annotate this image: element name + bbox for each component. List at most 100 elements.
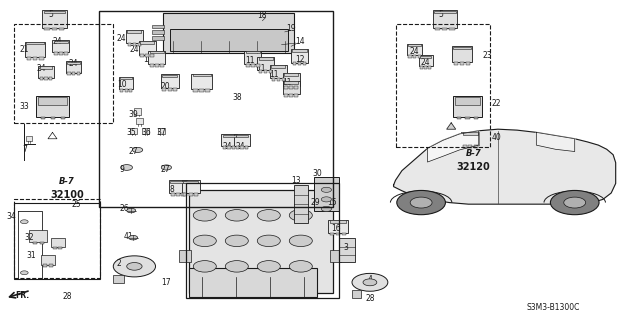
Bar [157, 128, 165, 134]
Bar [245, 146, 248, 149]
Text: 17: 17 [161, 278, 172, 287]
Bar [314, 177, 339, 211]
Bar [72, 72, 76, 75]
Text: 39: 39 [128, 110, 138, 119]
Bar [127, 43, 131, 46]
Bar [171, 193, 175, 196]
Bar [129, 128, 137, 134]
Text: 24: 24 [52, 37, 63, 46]
Text: 16: 16 [331, 224, 341, 233]
Bar [189, 190, 333, 293]
Bar [176, 193, 180, 196]
Circle shape [257, 235, 280, 247]
Bar [236, 135, 248, 137]
Bar [29, 230, 47, 242]
Bar [189, 193, 193, 196]
Bar [455, 97, 480, 105]
Text: 5: 5 [49, 10, 54, 19]
Bar [40, 66, 52, 69]
Bar [234, 134, 250, 146]
Bar [433, 11, 457, 28]
Bar [420, 56, 431, 58]
Bar [44, 77, 48, 80]
Text: 2: 2 [116, 259, 121, 268]
Bar [330, 220, 346, 223]
Text: 13: 13 [291, 176, 301, 185]
Text: 11: 11 [269, 70, 278, 79]
Bar [33, 57, 38, 60]
Text: 30: 30 [312, 169, 322, 178]
Bar [14, 199, 100, 278]
Bar [181, 193, 185, 196]
Bar [244, 51, 261, 64]
Bar [294, 86, 298, 89]
Text: 19: 19 [286, 24, 296, 33]
Bar [330, 233, 334, 235]
Bar [284, 94, 288, 97]
Bar [221, 134, 237, 146]
Bar [33, 242, 36, 244]
Bar [186, 183, 339, 298]
Bar [162, 75, 177, 77]
Text: 35: 35 [126, 128, 136, 137]
Bar [42, 11, 67, 28]
Bar [14, 24, 113, 123]
Bar [58, 247, 62, 249]
Circle shape [225, 261, 248, 272]
Bar [257, 57, 274, 70]
Bar [44, 264, 47, 267]
Bar [199, 89, 204, 92]
Bar [163, 88, 166, 91]
Bar [259, 57, 273, 60]
Bar [41, 255, 55, 265]
Text: 27: 27 [160, 165, 170, 174]
Text: 24: 24 [235, 142, 245, 151]
Text: 24: 24 [116, 34, 127, 43]
Bar [150, 54, 154, 57]
Bar [129, 89, 132, 92]
Bar [246, 64, 250, 67]
Bar [463, 145, 467, 148]
Bar [227, 146, 231, 149]
Bar [66, 61, 81, 73]
Text: 28: 28 [63, 292, 72, 301]
Bar [169, 180, 187, 193]
Bar [127, 30, 141, 33]
Bar [113, 275, 124, 283]
Bar [289, 86, 293, 89]
Bar [251, 64, 255, 67]
Bar [182, 180, 200, 193]
Text: 24: 24 [222, 142, 232, 151]
Bar [407, 44, 422, 55]
Bar [466, 62, 470, 65]
Text: 4: 4 [367, 275, 372, 284]
Circle shape [321, 206, 332, 211]
Bar [51, 117, 55, 119]
Bar [223, 135, 236, 137]
Polygon shape [447, 123, 456, 129]
Circle shape [397, 190, 445, 215]
Text: 32: 32 [24, 233, 34, 242]
Bar [51, 238, 65, 247]
Bar [282, 78, 285, 81]
Bar [120, 89, 124, 92]
Circle shape [257, 261, 280, 272]
Bar [420, 66, 423, 69]
Text: 33: 33 [19, 102, 29, 111]
Bar [270, 65, 287, 78]
Bar [150, 51, 164, 53]
Bar [408, 55, 412, 58]
Bar [449, 28, 455, 31]
Bar [205, 89, 210, 92]
Bar [418, 55, 421, 58]
Bar [435, 28, 440, 31]
Bar [54, 52, 58, 55]
Text: 7: 7 [22, 145, 27, 154]
Bar [453, 96, 482, 117]
Bar [276, 78, 280, 81]
Text: 29: 29 [310, 198, 320, 207]
Bar [54, 41, 68, 43]
Text: 14: 14 [294, 37, 305, 46]
Bar [38, 66, 54, 78]
Bar [291, 49, 308, 63]
